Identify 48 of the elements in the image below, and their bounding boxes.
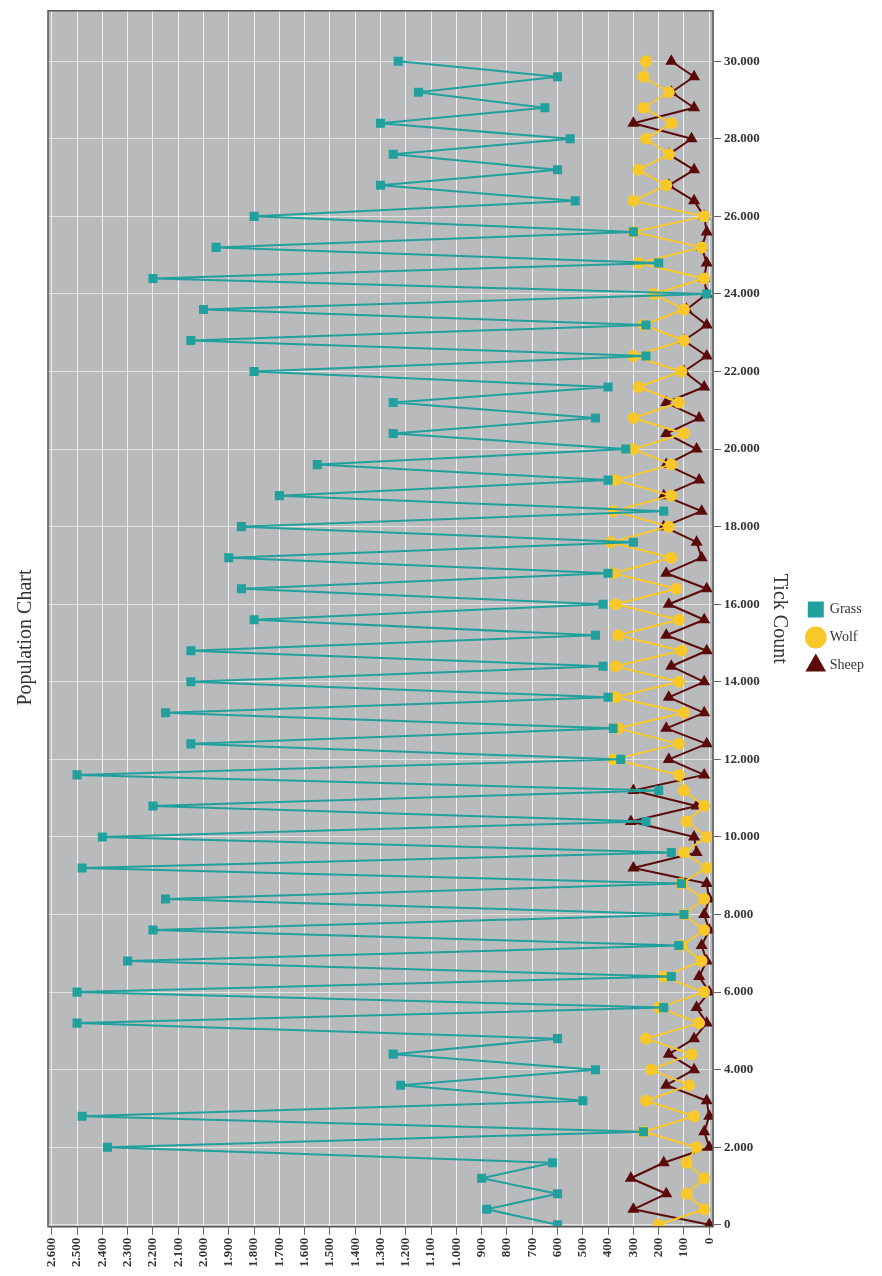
x-tick-label: 500 — [574, 1237, 590, 1258]
y-tick-label: 8.000 — [724, 905, 754, 921]
x-tick-label: 2.200 — [144, 1237, 160, 1267]
x-tick-label: 1.000 — [447, 1237, 463, 1267]
y-tick-label: 10.000 — [724, 828, 760, 844]
x-tick-label: 1.300 — [371, 1237, 387, 1267]
y-tick-label: 18.000 — [724, 518, 760, 534]
x-tick-label: 2.300 — [119, 1237, 135, 1267]
legend-label: Grass — [829, 601, 862, 617]
x-tick-label: 2.100 — [169, 1237, 185, 1267]
x-tick-label: 2.600 — [43, 1237, 59, 1267]
legend-label: Wolf — [829, 629, 858, 645]
y-tick-label: 22.000 — [724, 362, 760, 378]
text: Population Chart — [13, 569, 37, 706]
x-tick-label: 200 — [650, 1237, 666, 1258]
y-tick-label: 6.000 — [724, 983, 754, 999]
y-tick-label: 4.000 — [724, 1061, 754, 1077]
y-tick-label: 0 — [724, 1216, 731, 1232]
x-tick-label: 1.600 — [296, 1237, 312, 1267]
x-tick-label: 1.400 — [346, 1237, 362, 1267]
x-tick-label: 1.500 — [321, 1237, 337, 1267]
x-tick-label: 1.200 — [397, 1237, 413, 1267]
y-tick-label: 24.000 — [724, 285, 760, 301]
x-tick-label: 2.000 — [194, 1237, 210, 1267]
x-tick-label: 400 — [599, 1237, 615, 1258]
x-tick-label: 1.800 — [245, 1237, 261, 1267]
legend-label: Sheep — [829, 657, 864, 673]
y-tick-label: 26.000 — [724, 207, 760, 223]
y-tick-label: 30.000 — [724, 52, 760, 68]
x-tick-label: 2.500 — [68, 1237, 84, 1267]
x-tick-label: 1.700 — [270, 1237, 286, 1267]
y-axis-title: Tick Count — [769, 573, 792, 665]
x-tick-label: 900 — [473, 1237, 489, 1258]
y-tick-label: 14.000 — [724, 673, 760, 689]
x-tick-label: 600 — [548, 1237, 564, 1258]
x-tick-label: 800 — [498, 1237, 514, 1258]
y-tick-label: 2.000 — [724, 1138, 754, 1154]
y-tick-label: 20.000 — [724, 440, 760, 456]
x-tick-label: 700 — [523, 1237, 539, 1258]
y-tick-label: 28.000 — [724, 130, 760, 146]
x-tick-label: 1.900 — [220, 1237, 236, 1267]
x-tick-label: 100 — [675, 1237, 691, 1258]
y-tick-label: 12.000 — [724, 750, 760, 766]
y-tick-label: 16.000 — [724, 595, 760, 611]
x-tick-label: 0 — [700, 1237, 716, 1245]
x-tick-label: 300 — [624, 1237, 640, 1258]
x-tick-label: 1.100 — [422, 1237, 438, 1267]
x-tick-label: 2.400 — [93, 1237, 109, 1267]
